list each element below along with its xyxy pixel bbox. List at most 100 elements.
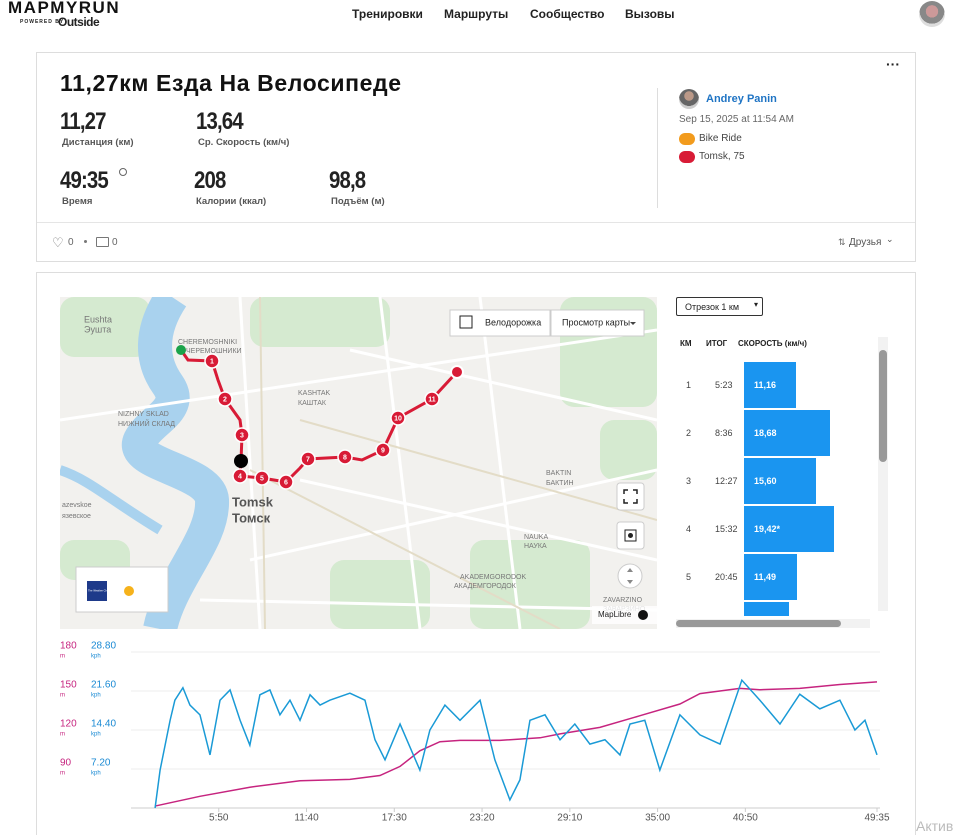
logo: MAPMYRUN	[8, 0, 121, 17]
road	[349, 348, 657, 422]
split-bar	[744, 410, 831, 456]
map-label: НИЖНИЙ СКЛАД	[118, 419, 175, 428]
y-unit: m	[60, 693, 65, 699]
road	[249, 468, 657, 562]
dropdown-arrow	[630, 322, 636, 325]
km-marker	[232, 468, 248, 484]
location-badge	[679, 151, 695, 163]
divider	[37, 222, 915, 223]
x-tick-label: 49:35	[864, 813, 889, 824]
split-bar	[744, 506, 834, 552]
km-marker	[204, 353, 220, 369]
activity-title: 11,27км Езда На Велосипеде	[60, 70, 402, 96]
like-count: 0	[68, 237, 74, 248]
user-name[interactable]: Andrey Panin	[706, 93, 777, 105]
map-label: ZAVARZINO	[603, 597, 643, 604]
map-label: НАУКА	[524, 543, 547, 550]
more-button[interactable]: ···	[886, 56, 900, 72]
map-label: NAUKA	[524, 534, 548, 541]
map-label: КАШТАК	[298, 400, 327, 407]
park	[600, 420, 657, 480]
river	[122, 297, 229, 629]
map-view-label: Просмотр карты	[562, 317, 630, 327]
km-marker	[424, 391, 440, 407]
split-bar	[744, 458, 817, 504]
sun-icon	[124, 586, 134, 596]
split-speed: 15,60	[754, 476, 777, 486]
like-icon[interactable]: ♡	[52, 235, 64, 250]
privacy-icon: ⇅	[838, 237, 846, 247]
start-marker	[176, 345, 186, 355]
comment-count: 0	[112, 237, 118, 248]
road	[378, 297, 422, 629]
info-icon[interactable]	[638, 610, 648, 620]
bike-lane-label: Велодорожка	[485, 317, 541, 327]
km-marker-label: 3	[240, 432, 244, 439]
map-label: Tomsk	[232, 494, 274, 509]
nav-link[interactable]: Сообщество	[530, 7, 605, 21]
activity-type: Bike Ride	[699, 133, 742, 144]
y-tick-label: 90	[60, 758, 72, 769]
comment-icon[interactable]	[96, 237, 109, 247]
brand: Outside	[58, 15, 100, 29]
y-tick-label: 150	[60, 680, 77, 691]
split-km: 3	[686, 476, 692, 486]
privacy-button[interactable]: Друзья	[849, 237, 882, 248]
split-header: ИТОГ	[706, 339, 728, 348]
river	[60, 465, 163, 535]
activity-card	[36, 52, 916, 262]
scroll-thumb[interactable]	[879, 350, 887, 462]
stat-value: 49:35	[60, 167, 109, 194]
park	[250, 297, 390, 347]
map-label: azevskoe	[62, 502, 92, 509]
km-marker-label: 7	[306, 456, 310, 463]
checkbox[interactable]	[459, 315, 473, 329]
compass-icon	[627, 568, 633, 584]
y-unit: m	[60, 732, 65, 738]
x-tick-label: 11:40	[294, 813, 319, 824]
map-control[interactable]	[616, 482, 645, 511]
km-marker	[390, 410, 406, 426]
fullscreen-icon	[623, 489, 638, 504]
km-marker-label: 1	[210, 358, 214, 365]
y2-tick-label: 14.40	[91, 719, 116, 730]
stat-value: 208	[194, 167, 226, 194]
user-avatar[interactable]	[679, 89, 699, 109]
dropdown-arrow: ▾	[754, 300, 759, 309]
split-bar	[744, 362, 796, 408]
split-km: 4	[686, 524, 692, 534]
nav-link[interactable]: Вызовы	[625, 7, 675, 21]
compass-control[interactable]	[617, 563, 643, 589]
km-marker	[337, 449, 353, 465]
km-marker	[234, 427, 250, 443]
x-tick-label: 40:50	[733, 813, 758, 824]
y2-tick-label: 21.60	[91, 680, 116, 691]
map-view-button[interactable]	[550, 309, 645, 337]
nav-link[interactable]: Тренировки	[352, 7, 423, 21]
split-header: КМ	[680, 339, 692, 348]
map-label: Eushta	[84, 314, 112, 324]
split-km: 5	[686, 572, 692, 582]
split-bar	[744, 554, 798, 600]
chart: 90 m 120 m 150 m 180 m 7.20 kph 14.40 kph 21.60 kph 28…	[60, 641, 890, 824]
stat-label: Дистанция (км)	[62, 137, 134, 148]
powered-by: POWERED BY	[20, 19, 65, 25]
clock-icon	[119, 168, 127, 176]
nav-link[interactable]: Маршруты	[444, 7, 509, 21]
split-selector[interactable]: Отрезок 1 км	[676, 297, 763, 316]
y2-tick-label: 7.20	[91, 758, 111, 769]
stat-value: 11,27	[60, 108, 107, 135]
km-marker	[278, 474, 294, 490]
y-tick-label: 120	[60, 719, 77, 730]
km-marker-label: 6	[284, 479, 288, 486]
map-label: Эушта	[84, 324, 111, 334]
scroll-thumb[interactable]	[676, 620, 841, 627]
y2-unit: kph	[91, 654, 101, 660]
map-label: ЧЕРЕМОШНИКИ	[186, 348, 242, 355]
x-tick-label: 29:10	[557, 813, 582, 824]
split-speed: 19,42*	[754, 524, 781, 534]
avatar[interactable]	[919, 1, 945, 27]
park	[60, 297, 150, 357]
road	[299, 419, 657, 521]
